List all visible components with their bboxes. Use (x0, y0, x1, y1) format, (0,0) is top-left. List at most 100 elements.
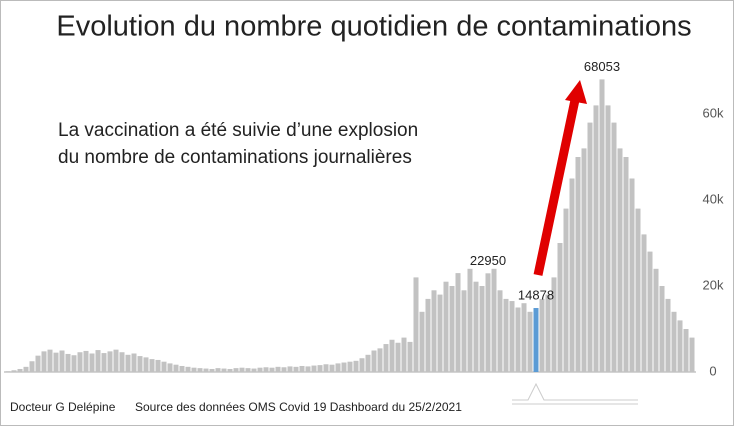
bar (329, 364, 335, 372)
bar (515, 307, 521, 372)
bar (269, 367, 275, 372)
bar (395, 342, 401, 372)
bar (485, 273, 491, 372)
scroll-control (512, 382, 638, 405)
bar (311, 365, 317, 372)
bar (365, 354, 371, 372)
bar (161, 361, 167, 372)
bar (665, 298, 671, 372)
bar (113, 349, 119, 372)
bar (65, 353, 71, 372)
bar (413, 277, 419, 372)
bar (473, 281, 479, 372)
bar (551, 277, 557, 372)
bar (185, 366, 191, 372)
bar (347, 361, 353, 372)
mini-line (512, 382, 638, 401)
bar (383, 344, 389, 372)
bar (683, 329, 689, 372)
bar (599, 79, 605, 372)
bar (623, 157, 629, 372)
footer: Docteur G Delépine (10, 400, 116, 414)
bar (461, 290, 467, 372)
bar (425, 298, 431, 372)
bar (557, 243, 563, 372)
bar (23, 366, 29, 372)
bar (491, 268, 497, 372)
bar (593, 105, 599, 373)
bar (677, 320, 683, 372)
bar (641, 234, 647, 372)
bar (11, 370, 17, 372)
chart-title: Evolution du nombre quotidien de contami… (56, 11, 691, 43)
bar (377, 348, 383, 372)
bar (137, 356, 143, 372)
bar (287, 366, 293, 372)
bar (245, 368, 251, 372)
bar (407, 341, 413, 372)
y-tick-label: 0 (709, 363, 716, 378)
bar (197, 368, 203, 372)
bar (341, 362, 347, 372)
bar (47, 349, 53, 372)
bar (653, 268, 659, 372)
bar (263, 367, 269, 372)
bar (359, 358, 365, 372)
bar (437, 294, 443, 372)
bar (569, 178, 575, 372)
bar (581, 148, 587, 372)
bar (587, 122, 593, 372)
bar (203, 368, 209, 372)
bar (647, 251, 653, 372)
bar (317, 365, 323, 372)
y-tick-label: 60k (703, 105, 724, 120)
bar (575, 157, 581, 372)
bar (215, 368, 221, 372)
bar (401, 337, 407, 372)
bar (251, 368, 257, 372)
bar (635, 208, 641, 372)
bar (611, 122, 617, 372)
bar (221, 368, 227, 372)
value-label: 14878 (518, 287, 554, 302)
bar (155, 359, 161, 372)
bar (257, 367, 263, 372)
bar (605, 105, 611, 373)
y-tick-label: 40k (703, 191, 724, 206)
bar (431, 290, 437, 372)
bar (227, 368, 233, 372)
bar (629, 178, 635, 372)
bar (29, 361, 35, 372)
bar (209, 368, 215, 372)
annotation: La vaccination a été suivie d’une explos… (58, 120, 418, 141)
bar (545, 294, 551, 372)
bar (443, 281, 449, 372)
bar (689, 337, 695, 372)
value-label: 22950 (470, 253, 506, 268)
bar (419, 311, 425, 372)
bar (191, 367, 197, 372)
bar (233, 368, 239, 372)
bar (509, 301, 515, 372)
bar (167, 363, 173, 372)
bar (455, 273, 461, 372)
bar (17, 368, 23, 372)
bar (521, 303, 527, 372)
bar (101, 353, 107, 372)
bar (275, 366, 281, 372)
bar (89, 353, 95, 372)
bar (659, 286, 665, 372)
bar (179, 365, 185, 372)
bar (305, 366, 311, 372)
bar (563, 208, 569, 372)
bar (497, 290, 503, 372)
bar (479, 286, 485, 372)
bars (5, 79, 695, 373)
bar (239, 367, 245, 372)
footer: Source des données OMS Covid 19 Dashboar… (135, 400, 462, 414)
overlay: 22950 14878 68053 (470, 59, 620, 303)
bar (95, 350, 101, 372)
bar (5, 371, 11, 372)
bar (335, 363, 341, 372)
bar (143, 357, 149, 372)
